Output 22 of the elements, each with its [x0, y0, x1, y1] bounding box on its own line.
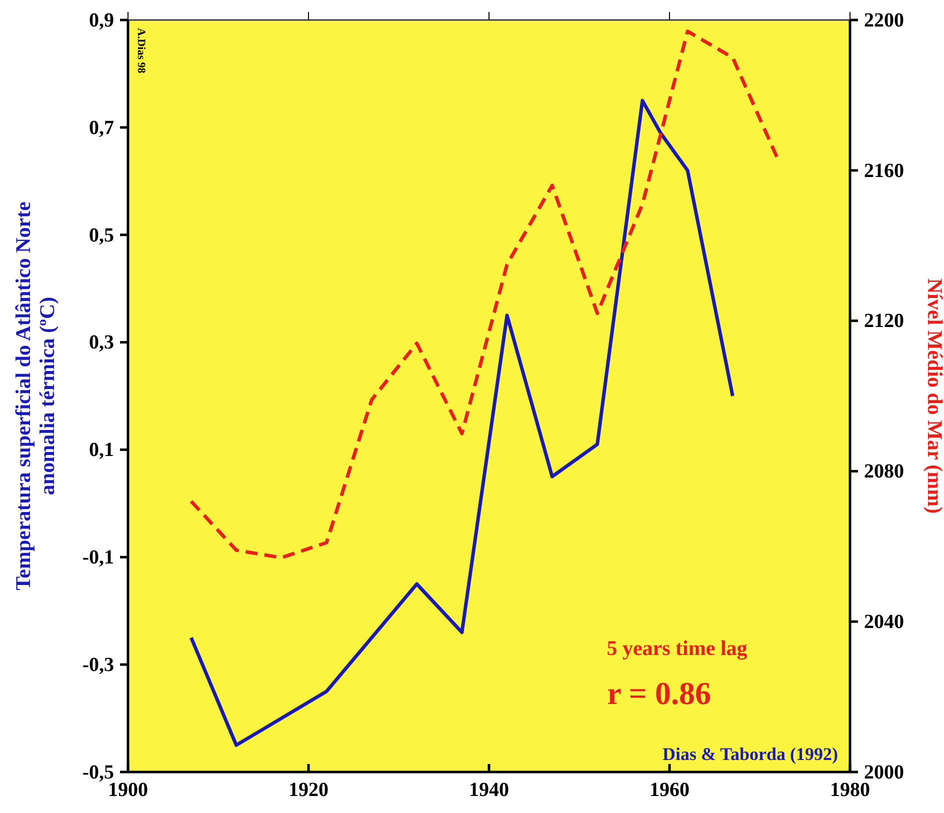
y-tick-label: -0,3 [82, 654, 114, 676]
annotation: A.Dias 98 [135, 28, 147, 74]
annotation: r = 0.86 [607, 675, 711, 711]
y2-tick-label: 2040 [864, 611, 904, 633]
y2-axis-title: Nível Médio do Mar (mm) [923, 278, 944, 514]
y-axis-title: Temperatura superficial do Atlântico Norte anomalia térmica (ºC) [11, 202, 59, 590]
y-tick-label: -0,1 [82, 546, 114, 569]
y-tick-label: 0,5 [89, 224, 114, 246]
y2-tick-label: 2120 [864, 310, 904, 332]
y-tick-label: 0,7 [89, 116, 114, 139]
y-tick-label: 0,1 [89, 439, 114, 462]
y-tick-label: 0,9 [89, 9, 114, 32]
y2-tick-label: 2200 [864, 9, 904, 32]
y2-tick-label: 2080 [864, 460, 904, 483]
line-series [189, 30, 780, 560]
y-tick-label: 0,3 [89, 332, 114, 354]
x-tick-label: 1960 [650, 779, 690, 802]
x-tick-label: 1920 [288, 779, 328, 802]
annotation: Dias & Taborda (1992) [662, 744, 838, 764]
y2-tick-label: 2160 [864, 160, 904, 182]
annotation: 5 years time lag [606, 636, 748, 660]
x-tick-label: 1940 [469, 779, 509, 802]
